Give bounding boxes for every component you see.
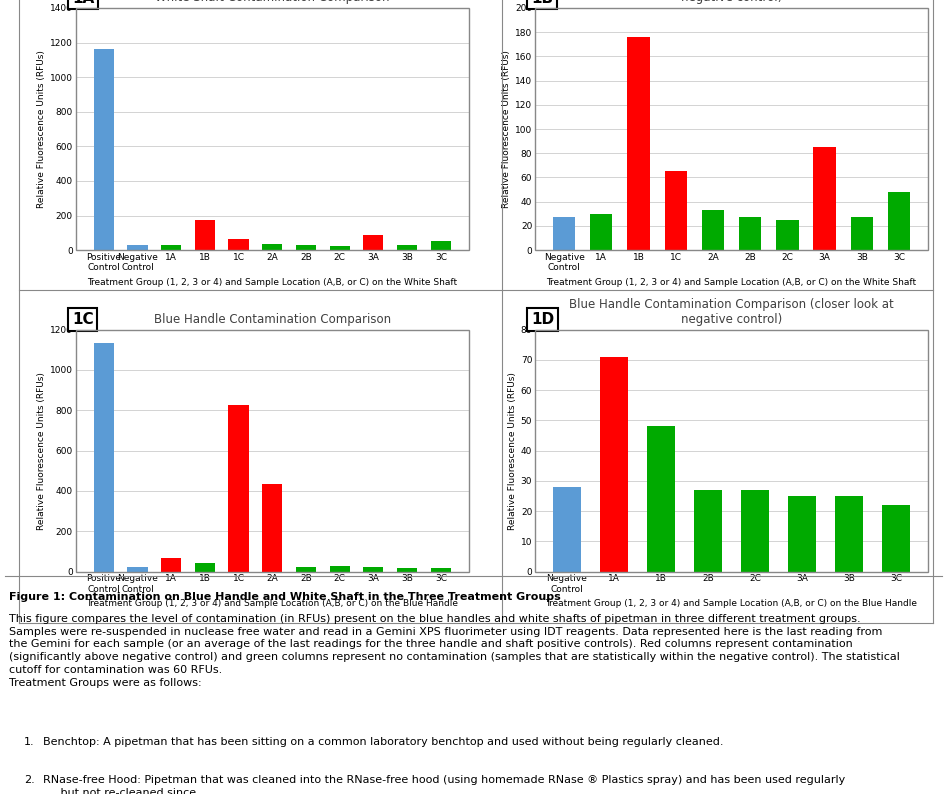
Bar: [777, 220, 798, 250]
Title: White Shaft Contamination Comparison (closer look at
negative control): White Shaft Contamination Comparison (cl…: [570, 0, 893, 4]
X-axis label: Treatment Group (1, 2, 3 or 4) and Sample Location (A,B, or C) on the Blue Handl: Treatment Group (1, 2, 3 or 4) and Sampl…: [545, 599, 918, 608]
Bar: [431, 568, 451, 572]
Bar: [694, 490, 723, 572]
Bar: [364, 234, 384, 250]
Bar: [228, 239, 249, 250]
Bar: [94, 343, 114, 572]
Bar: [741, 490, 769, 572]
Bar: [835, 496, 863, 572]
Bar: [364, 567, 384, 572]
Bar: [590, 214, 613, 250]
Bar: [330, 246, 349, 250]
Bar: [702, 210, 724, 250]
Text: RNase-free Hood: Pipetman that was cleaned into the RNase-free hood (using homem: RNase-free Hood: Pipetman that was clean…: [43, 775, 845, 794]
Bar: [600, 357, 628, 572]
Bar: [431, 241, 451, 250]
Bar: [195, 220, 215, 250]
Bar: [397, 568, 418, 572]
Bar: [647, 426, 675, 572]
X-axis label: Treatment Group (1, 2, 3 or 4) and Sample Location (A,B, or C) on the White Shaf: Treatment Group (1, 2, 3 or 4) and Sampl…: [546, 278, 917, 287]
Text: Figure 1: Contamination on Blue Handle and White Shaft in the Three Treatment Gr: Figure 1: Contamination on Blue Handle a…: [9, 592, 562, 602]
Bar: [665, 172, 687, 250]
Bar: [882, 505, 910, 572]
Bar: [262, 484, 282, 572]
Bar: [888, 192, 910, 250]
Text: This figure compares the level of contamination (in RFUs) present on the blue ha: This figure compares the level of contam…: [9, 614, 901, 688]
Title: White Shaft Contamination Comparison: White Shaft Contamination Comparison: [155, 0, 389, 4]
Text: Benchtop: A pipetman that has been sitting on a common laboratory benchtop and u: Benchtop: A pipetman that has been sitti…: [43, 737, 724, 747]
X-axis label: Treatment Group (1, 2, 3 or 4) and Sample Location (A,B, or C) on the Blue Handl: Treatment Group (1, 2, 3 or 4) and Sampl…: [86, 599, 458, 608]
Bar: [553, 487, 581, 572]
Bar: [161, 557, 181, 572]
Y-axis label: Relative Fluorescence Units (RFUs): Relative Fluorescence Units (RFUs): [508, 372, 517, 530]
Title: Blue Handle Contamination Comparison: Blue Handle Contamination Comparison: [153, 313, 391, 326]
Bar: [161, 245, 181, 250]
Y-axis label: Relative Fluorescence Units (RFUs): Relative Fluorescence Units (RFUs): [37, 50, 45, 208]
Text: 1C: 1C: [72, 312, 94, 327]
Text: 1B: 1B: [531, 0, 553, 6]
Bar: [739, 218, 761, 250]
Text: 1A: 1A: [72, 0, 94, 6]
Bar: [813, 147, 836, 250]
Bar: [788, 496, 816, 572]
Bar: [127, 245, 148, 250]
Bar: [262, 244, 282, 250]
Bar: [195, 563, 215, 572]
Text: 1.: 1.: [24, 737, 34, 747]
Bar: [330, 565, 349, 572]
Title: Blue Handle Contamination Comparison (closer look at
negative control): Blue Handle Contamination Comparison (cl…: [569, 298, 894, 326]
Bar: [228, 405, 249, 572]
Bar: [553, 218, 575, 250]
Text: 2.: 2.: [24, 775, 34, 785]
X-axis label: Treatment Group (1, 2, 3 or 4) and Sample Location (A,B, or C) on the White Shaf: Treatment Group (1, 2, 3 or 4) and Sampl…: [87, 278, 457, 287]
Y-axis label: Relative Fluorescence Units (RFUs): Relative Fluorescence Units (RFUs): [502, 50, 510, 208]
Bar: [295, 245, 316, 250]
Y-axis label: Relative Fluorescence Units (RFUs): Relative Fluorescence Units (RFUs): [37, 372, 45, 530]
Bar: [94, 49, 114, 250]
Bar: [397, 245, 418, 250]
Bar: [627, 37, 650, 250]
Bar: [850, 218, 873, 250]
Bar: [295, 567, 316, 572]
Text: 1D: 1D: [531, 312, 554, 327]
Bar: [127, 567, 148, 572]
